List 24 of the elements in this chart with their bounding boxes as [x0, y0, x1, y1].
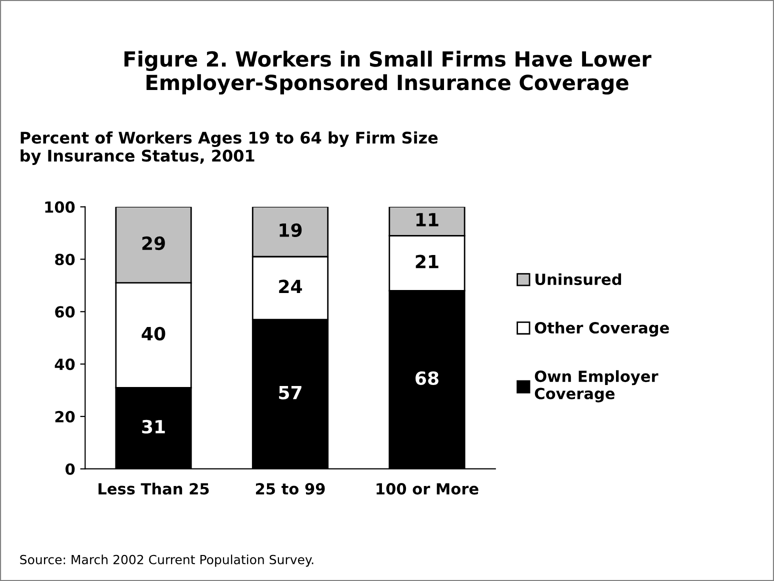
legend-label: Own Employer Coverage: [534, 370, 658, 402]
y-tick-label: 60: [55, 306, 75, 318]
data-label: 21: [416, 254, 438, 268]
legend-label: Uninsured: [536, 273, 622, 286]
y-tick-label: 100: [45, 201, 75, 213]
data-label: 24: [279, 280, 302, 294]
source-note: Source: March 2002 Current Population Survey.: [20, 554, 314, 567]
y-tick-label: 0: [66, 463, 75, 475]
chart-subtitle: Percent of Workers Ages 19 to 64 by Firm Size by Insurance Status, 2001: [20, 131, 438, 165]
data-label: 19: [280, 223, 302, 237]
data-label: 40: [142, 326, 166, 340]
data-label: 68: [416, 371, 438, 386]
chart-title: Figure 2. Workers in Small Firms Have Lower Employer-Sponsored Insurance Coverage: [124, 50, 652, 95]
data-label: 31: [142, 420, 165, 434]
y-tick-label: 20: [55, 410, 75, 422]
data-label: 57: [279, 386, 302, 400]
data-label: 29: [142, 236, 165, 250]
x-tick-label: 100 or More: [376, 483, 478, 495]
x-tick-label: Less Than 25: [98, 482, 209, 495]
data-label: 11: [416, 213, 438, 226]
x-tick-label: 25 to 99: [256, 483, 325, 495]
y-tick-label: 80: [55, 254, 75, 266]
y-tick-label: 40: [54, 358, 75, 370]
legend-label: Other Coverage: [534, 322, 669, 337]
